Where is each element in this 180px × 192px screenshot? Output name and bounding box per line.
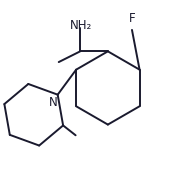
Text: N: N (49, 96, 58, 109)
Text: NH₂: NH₂ (69, 19, 92, 32)
Text: F: F (129, 12, 135, 25)
